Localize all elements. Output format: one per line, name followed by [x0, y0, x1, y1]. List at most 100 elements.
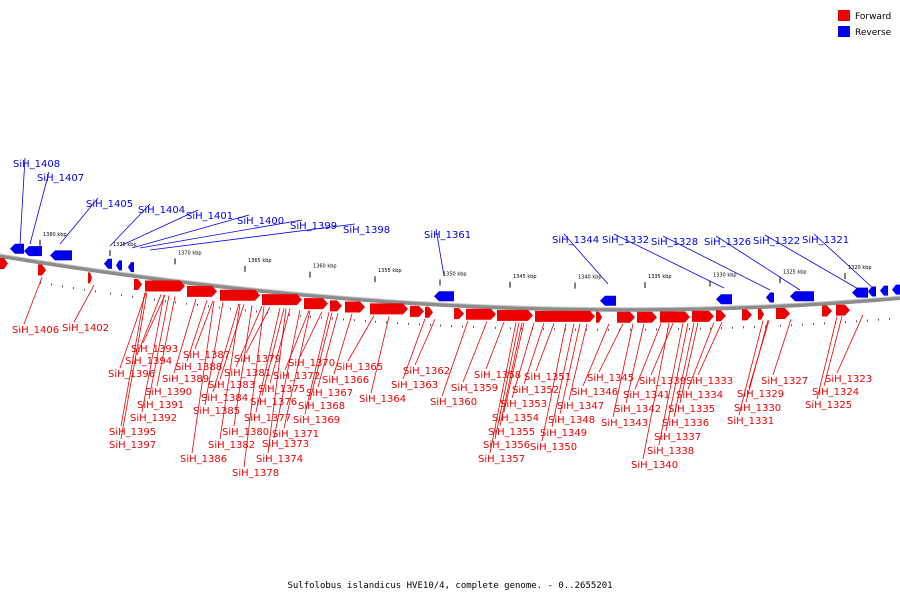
gene-arrow[interactable]	[50, 250, 72, 261]
gene-label[interactable]: SiH_1363	[391, 380, 438, 391]
gene-label[interactable]: SiH_1371	[272, 429, 319, 440]
gene-label[interactable]: SiH_1382	[208, 440, 255, 451]
gene-label[interactable]: SiH_1344	[552, 235, 599, 246]
gene-label[interactable]: SiH_1354	[492, 413, 539, 424]
gene-label[interactable]: SiH_1340	[631, 460, 678, 471]
gene-label[interactable]: SiH_1381	[224, 368, 271, 379]
gene-arrow[interactable]	[145, 280, 185, 292]
gene-label[interactable]: SiH_1376	[250, 397, 297, 408]
gene-label[interactable]: SiH_1401	[186, 211, 233, 222]
gene-arrow[interactable]	[10, 243, 24, 254]
gene-label[interactable]: SiH_1383	[208, 380, 255, 391]
gene-arrow[interactable]	[716, 294, 732, 305]
gene-label[interactable]: SiH_1348	[548, 415, 595, 426]
gene-label[interactable]: SiH_1365	[336, 362, 383, 373]
gene-label[interactable]: SiH_1338	[647, 446, 694, 457]
gene-arrow[interactable]	[535, 310, 595, 322]
gene-arrow[interactable]	[128, 262, 134, 273]
gene-label[interactable]: SiH_1399	[290, 221, 337, 232]
gene-label[interactable]: SiH_1375	[258, 384, 305, 395]
gene-label[interactable]: SiH_1322	[753, 236, 800, 247]
gene-label[interactable]: SiH_1353	[500, 399, 547, 410]
gene-label[interactable]: SiH_1366	[322, 375, 369, 386]
gene-arrow[interactable]	[766, 292, 774, 303]
gene-label[interactable]: SiH_1407	[37, 173, 84, 184]
gene-arrow[interactable]	[134, 278, 142, 290]
gene-arrow[interactable]	[104, 258, 112, 269]
gene-label[interactable]: SiH_1378	[232, 468, 279, 479]
gene-label[interactable]: SiH_1328	[651, 237, 698, 248]
gene-label[interactable]: SiH_1334	[676, 390, 723, 401]
gene-label[interactable]: SiH_1398	[343, 225, 390, 236]
gene-label[interactable]: SiH_1349	[540, 428, 587, 439]
gene-arrow[interactable]	[716, 310, 726, 322]
gene-label[interactable]: SiH_1329	[737, 389, 784, 400]
gene-label[interactable]: SiH_1388	[175, 362, 222, 373]
gene-label[interactable]: SiH_1362	[403, 366, 450, 377]
gene-arrow[interactable]	[187, 285, 217, 297]
gene-arrow[interactable]	[38, 264, 46, 276]
gene-label[interactable]: SiH_1385	[193, 406, 240, 417]
gene-arrow[interactable]	[497, 309, 533, 321]
gene-label[interactable]: SiH_1384	[201, 393, 248, 404]
gene-label[interactable]: SiH_1402	[62, 323, 109, 334]
gene-arrow[interactable]	[220, 289, 260, 301]
gene-label[interactable]: SiH_1341	[623, 390, 670, 401]
gene-arrow[interactable]	[790, 291, 814, 302]
gene-label[interactable]: SiH_1343	[601, 418, 648, 429]
gene-arrow[interactable]	[304, 298, 328, 310]
gene-arrow[interactable]	[822, 305, 832, 317]
gene-arrow[interactable]	[330, 300, 342, 312]
gene-label[interactable]: SiH_1368	[298, 401, 345, 412]
gene-arrow[interactable]	[466, 308, 496, 320]
gene-arrow[interactable]	[776, 307, 790, 319]
gene-label[interactable]: SiH_1361	[424, 230, 471, 241]
gene-arrow[interactable]	[262, 294, 302, 306]
gene-arrow[interactable]	[116, 260, 122, 271]
gene-arrow[interactable]	[24, 246, 42, 257]
gene-arrow[interactable]	[868, 286, 876, 297]
gene-arrow[interactable]	[637, 311, 657, 323]
gene-arrow[interactable]	[596, 311, 602, 323]
gene-label[interactable]: SiH_1373	[262, 439, 309, 450]
gene-label[interactable]: SiH_1346	[571, 387, 618, 398]
gene-label[interactable]: SiH_1332	[602, 235, 649, 246]
gene-label[interactable]: SiH_1359	[451, 383, 498, 394]
gene-arrow[interactable]	[742, 309, 752, 321]
gene-label[interactable]: SiH_1327	[761, 376, 808, 387]
gene-label[interactable]: SiH_1355	[488, 427, 535, 438]
gene-label[interactable]: SiH_1364	[359, 394, 406, 405]
gene-arrow[interactable]	[836, 304, 850, 316]
gene-label[interactable]: SiH_1367	[306, 388, 353, 399]
gene-label[interactable]: SiH_1395	[109, 427, 156, 438]
gene-label[interactable]: SiH_1350	[530, 442, 577, 453]
gene-label[interactable]: SiH_1393	[131, 344, 178, 355]
gene-label[interactable]: SiH_1404	[138, 205, 185, 216]
gene-label[interactable]: SiH_1325	[805, 400, 852, 411]
gene-label[interactable]: SiH_1330	[734, 403, 781, 414]
gene-arrow[interactable]	[617, 311, 635, 323]
gene-label[interactable]: SiH_1357	[478, 454, 525, 465]
gene-label[interactable]: SiH_1408	[13, 159, 60, 170]
gene-label[interactable]: SiH_1360	[430, 397, 477, 408]
gene-arrow[interactable]	[852, 287, 868, 298]
gene-label[interactable]: SiH_1324	[812, 387, 859, 398]
gene-label[interactable]: SiH_1392	[130, 413, 177, 424]
gene-arrow[interactable]	[0, 258, 8, 269]
gene-arrow[interactable]	[758, 308, 764, 320]
gene-label[interactable]: SiH_1333	[686, 376, 733, 387]
gene-label[interactable]: SiH_1396	[108, 369, 155, 380]
gene-arrow[interactable]	[425, 306, 433, 318]
gene-label[interactable]: SiH_1405	[86, 199, 133, 210]
gene-arrow[interactable]	[88, 272, 92, 284]
gene-arrow[interactable]	[880, 285, 888, 296]
gene-label[interactable]: SiH_1351	[524, 372, 571, 383]
gene-arrow[interactable]	[454, 308, 464, 320]
gene-arrow[interactable]	[370, 303, 408, 315]
gene-arrow[interactable]	[434, 291, 454, 302]
gene-label[interactable]: SiH_1370	[288, 358, 335, 369]
gene-label[interactable]: SiH_1369	[293, 415, 340, 426]
gene-label[interactable]: SiH_1356	[483, 440, 530, 451]
gene-label[interactable]: SiH_1394	[125, 356, 172, 367]
gene-label[interactable]: SiH_1347	[557, 401, 604, 412]
